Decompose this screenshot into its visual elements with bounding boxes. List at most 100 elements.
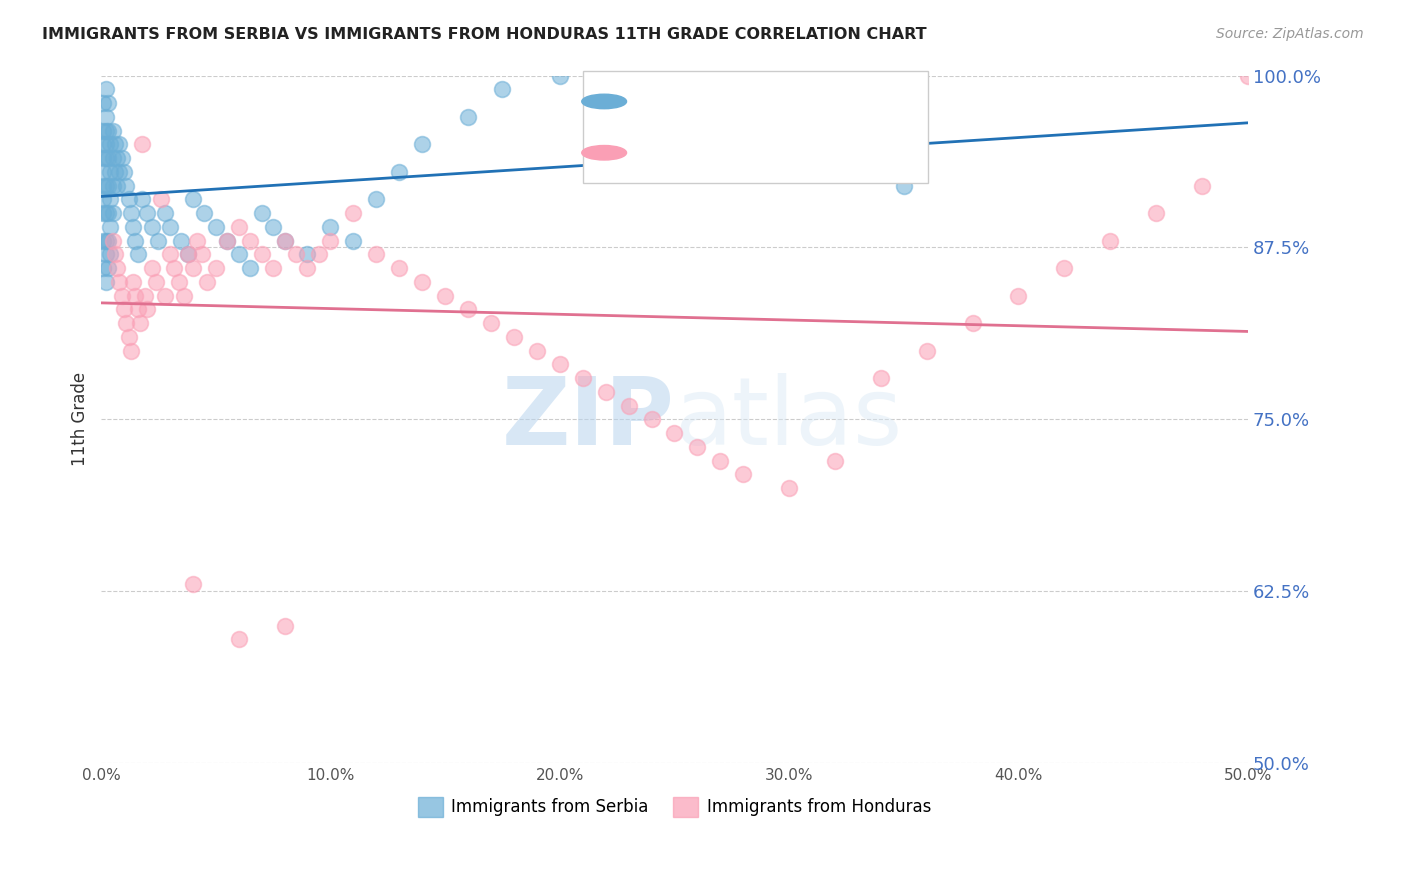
Point (204, 261, 226, 276)
Point (571, 371, 593, 385)
Point (104, 247, 127, 261)
Point (117, 192, 139, 206)
Point (112, 165, 135, 179)
Point (250, 206, 273, 220)
Text: 0.336: 0.336 (700, 93, 758, 111)
Point (104, 165, 127, 179)
Point (617, 399, 640, 413)
Point (108, 165, 131, 179)
Point (98, 137, 121, 152)
Point (181, 261, 204, 276)
Point (131, 137, 153, 152)
Point (159, 247, 181, 261)
Point (870, 371, 893, 385)
Point (91, 151, 114, 165)
Point (173, 288, 195, 302)
Point (159, 219, 181, 234)
Point (1007, 288, 1029, 302)
Point (595, 95, 617, 110)
Point (117, 330, 139, 344)
Point (98, 192, 121, 206)
Text: IMMIGRANTS FROM SERBIA VS IMMIGRANTS FROM HONDURAS 11TH GRADE CORRELATION CHART: IMMIGRANTS FROM SERBIA VS IMMIGRANTS FRO… (42, 27, 927, 42)
Point (319, 219, 342, 234)
Point (101, 178, 124, 193)
Point (97, 206, 120, 220)
Text: Source: ZipAtlas.com: Source: ZipAtlas.com (1216, 27, 1364, 41)
Point (94, 82, 117, 96)
Point (181, 577, 204, 591)
Circle shape (582, 95, 627, 109)
Point (170, 234, 193, 248)
Point (167, 275, 190, 289)
Point (104, 137, 127, 152)
Point (105, 151, 128, 165)
Text: 72: 72 (849, 144, 873, 161)
Point (91, 206, 114, 220)
Point (366, 247, 388, 261)
Point (94, 137, 117, 152)
Point (411, 275, 433, 289)
Point (1191, 178, 1213, 193)
Point (115, 316, 138, 330)
Point (149, 192, 172, 206)
Point (91, 192, 114, 206)
Point (273, 234, 295, 248)
Point (108, 275, 131, 289)
Point (98, 219, 121, 234)
Point (155, 206, 177, 220)
Point (97, 234, 120, 248)
Point (97, 95, 120, 110)
Point (1144, 206, 1167, 220)
Point (962, 316, 984, 330)
Point (134, 288, 156, 302)
Text: 0.305: 0.305 (700, 144, 758, 161)
Point (262, 261, 284, 276)
Point (135, 206, 157, 220)
Point (228, 632, 250, 647)
Point (105, 261, 128, 276)
Point (97, 123, 120, 137)
Point (228, 247, 250, 261)
Point (239, 234, 262, 248)
Point (94, 123, 117, 137)
Point (388, 261, 411, 276)
Point (101, 206, 124, 220)
Point (94, 234, 117, 248)
Point (308, 247, 330, 261)
Point (193, 206, 215, 220)
Text: atlas: atlas (675, 374, 903, 466)
Point (778, 481, 800, 495)
Point (250, 247, 273, 261)
FancyBboxPatch shape (583, 71, 928, 183)
Point (457, 110, 479, 124)
Point (1099, 234, 1122, 248)
Point (285, 247, 308, 261)
Point (217, 234, 239, 248)
Point (366, 192, 388, 206)
Point (1237, 69, 1260, 83)
Point (127, 302, 149, 317)
Point (733, 151, 755, 165)
Point (342, 234, 364, 248)
Point (135, 302, 157, 317)
Point (228, 219, 250, 234)
Point (97, 151, 120, 165)
Point (273, 618, 295, 632)
Point (94, 178, 117, 193)
Point (98, 165, 121, 179)
Point (177, 247, 200, 261)
Point (411, 137, 433, 152)
Point (131, 192, 153, 206)
Point (120, 343, 142, 358)
Point (733, 467, 755, 482)
Point (129, 316, 152, 330)
Point (101, 123, 124, 137)
Point (595, 384, 617, 399)
Point (915, 343, 938, 358)
Point (94, 275, 117, 289)
Point (98, 247, 121, 261)
Text: R =: R = (636, 144, 673, 161)
Point (1053, 261, 1076, 276)
Text: ZIP: ZIP (502, 374, 675, 466)
Point (342, 206, 364, 220)
